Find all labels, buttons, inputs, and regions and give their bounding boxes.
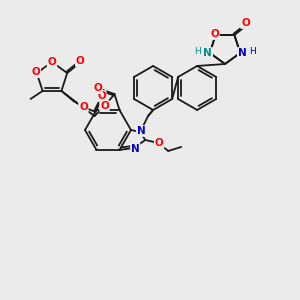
Text: N: N	[238, 48, 247, 58]
Text: O: O	[100, 101, 109, 111]
Text: O: O	[48, 57, 56, 67]
Text: O: O	[97, 91, 106, 101]
Text: N: N	[203, 48, 212, 58]
Text: O: O	[155, 138, 164, 148]
Text: O: O	[93, 83, 102, 93]
Text: N: N	[137, 126, 146, 136]
Text: H: H	[249, 47, 256, 56]
Text: O: O	[76, 56, 85, 66]
Text: O: O	[32, 67, 40, 77]
Text: H: H	[194, 47, 201, 56]
Text: O: O	[79, 102, 88, 112]
Text: O: O	[210, 29, 219, 39]
Text: O: O	[241, 18, 250, 28]
Text: N: N	[131, 144, 140, 154]
